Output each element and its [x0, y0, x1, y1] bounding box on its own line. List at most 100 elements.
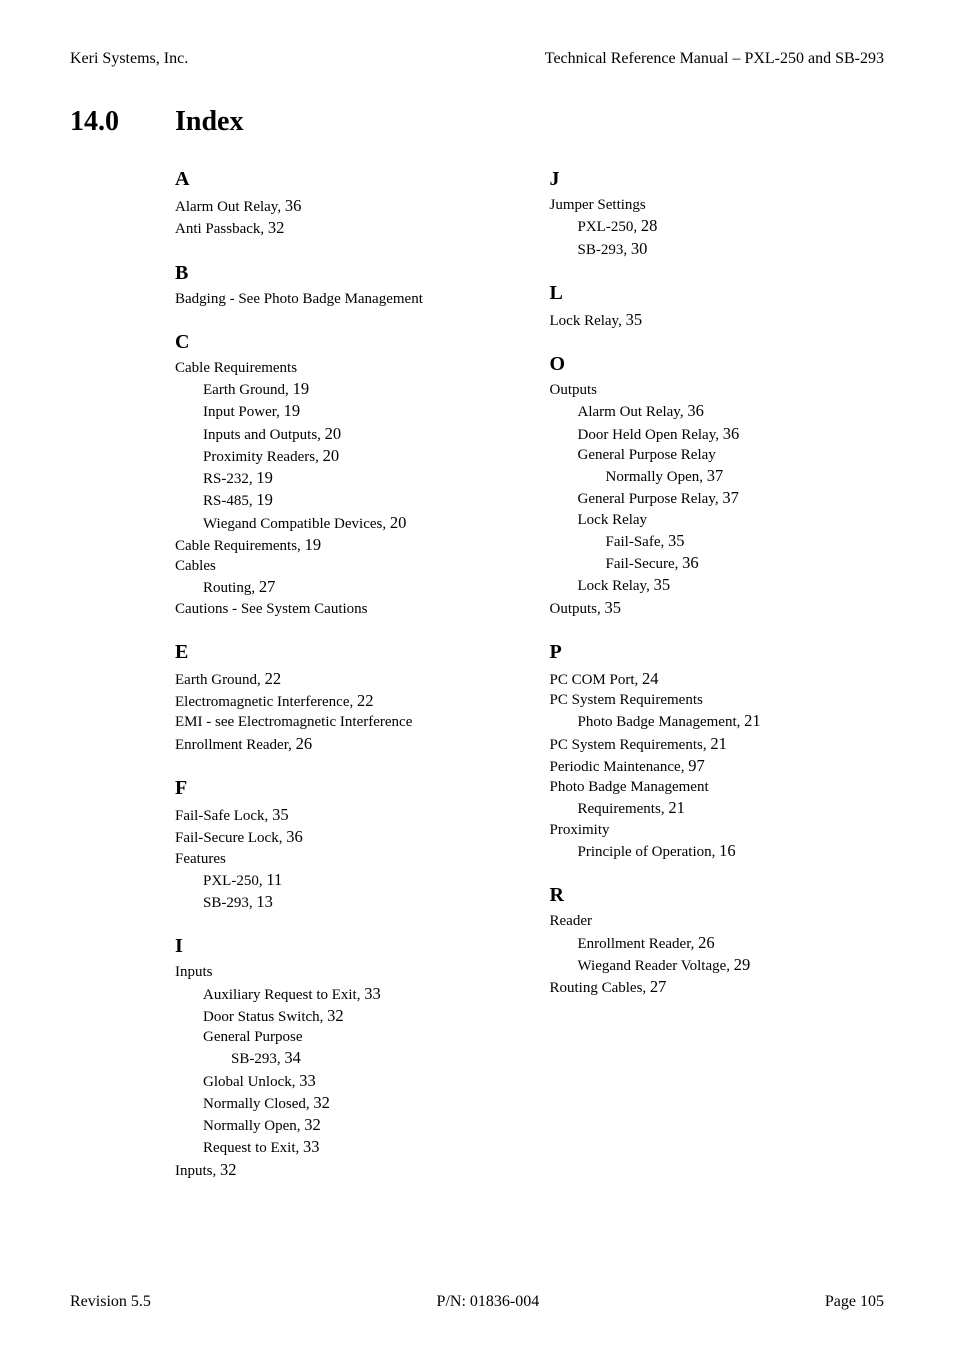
index-letter: E	[175, 641, 510, 664]
index-entry: RS-485, 19	[175, 489, 510, 511]
index-entry-page: 21	[710, 734, 727, 753]
index-entry-text: Requirements,	[578, 801, 669, 817]
index-entry-page: 32	[313, 1093, 330, 1112]
index-letter: J	[550, 168, 885, 191]
index-entry-text: Normally Open,	[606, 469, 707, 485]
index-entry: Routing Cables, 27	[550, 976, 885, 998]
index-entry-text: Jumper Settings	[550, 197, 646, 213]
index-entry-text: PXL-250,	[203, 873, 266, 889]
index-entry-text: General Purpose Relay,	[578, 491, 723, 507]
index-entry-text: Auxiliary Request to Exit,	[203, 987, 364, 1003]
index-entry-text: Photo Badge Management	[550, 779, 709, 795]
index-entry-page: 20	[325, 424, 342, 443]
index-entry-text: SB-293,	[203, 895, 256, 911]
index-entry-page: 19	[256, 468, 273, 487]
index-entry-text: Normally Open,	[203, 1118, 304, 1134]
index-entry-page: 36	[285, 196, 302, 215]
index-entry-page: 22	[265, 669, 282, 688]
index-entry-page: 19	[305, 535, 322, 554]
index-entry: General Purpose Relay	[550, 445, 885, 465]
index-entry-text: RS-485,	[203, 493, 256, 509]
index-entry-page: 28	[641, 216, 658, 235]
index-entry-page: 32	[268, 218, 285, 237]
index-entry: Photo Badge Management	[550, 777, 885, 797]
index-entry-text: Fail-Secure Lock,	[175, 830, 286, 846]
index-entry-text: Badging - See Photo Badge Management	[175, 291, 423, 307]
index-entry-text: Global Unlock,	[203, 1074, 299, 1090]
index-entry-text: Normally Closed,	[203, 1096, 313, 1112]
index-entry-text: Door Status Switch,	[203, 1009, 327, 1025]
index-entry-text: Earth Ground,	[175, 672, 265, 688]
index-letter: P	[550, 641, 885, 664]
index-entry: Lock Relay, 35	[550, 309, 885, 331]
index-entry-page: 21	[668, 798, 685, 817]
index-entry: Wiegand Reader Voltage, 29	[550, 954, 885, 976]
index-entry-page: 19	[256, 490, 273, 509]
index-letter: A	[175, 168, 510, 191]
index-entry-page: 22	[357, 691, 374, 710]
index-entry-page: 32	[327, 1006, 344, 1025]
index-entry-text: Reader	[550, 913, 592, 929]
index-entry: Enrollment Reader, 26	[550, 932, 885, 954]
index-entry: PXL-250, 11	[175, 869, 510, 891]
index-entry: Input Power, 19	[175, 400, 510, 422]
index-entry-text: Cables	[175, 558, 216, 574]
footer-right: Page 105	[825, 1293, 884, 1311]
index-entry-page: 36	[723, 424, 740, 443]
index-entry-text: Wiegand Compatible Devices,	[203, 516, 390, 532]
index-entry-text: Routing Cables,	[550, 980, 650, 996]
index-entry: Inputs, 32	[175, 1159, 510, 1181]
index-entry: Proximity Readers, 20	[175, 445, 510, 467]
section-title: Index	[175, 106, 243, 138]
index-entry-text: Request to Exit,	[203, 1140, 303, 1156]
right-column: JJumper SettingsPXL-250, 28SB-293, 30LLo…	[550, 168, 885, 1181]
index-entry: PC System Requirements	[550, 690, 885, 710]
index-entry: Normally Open, 32	[175, 1114, 510, 1136]
index-entry: Electromagnetic Interference, 22	[175, 690, 510, 712]
footer-center: P/N: 01836-004	[437, 1293, 540, 1311]
index-entry-text: SB-293,	[231, 1051, 284, 1067]
footer: Revision 5.5 P/N: 01836-004 Page 105	[70, 1293, 884, 1311]
index-entry: Lock Relay, 35	[550, 574, 885, 596]
index-entry: Periodic Maintenance, 97	[550, 755, 885, 777]
index-entry: Reader	[550, 911, 885, 931]
index-entry-text: Lock Relay,	[550, 313, 626, 329]
index-entry: Inputs	[175, 962, 510, 982]
index-entry-page: 33	[364, 984, 381, 1003]
index-entry-text: Fail-Secure,	[606, 556, 683, 572]
index-entry-page: 36	[682, 553, 699, 572]
index-entry-text: Earth Ground,	[203, 382, 293, 398]
index-entry: SB-293, 13	[175, 891, 510, 913]
index-entry: Wiegand Compatible Devices, 20	[175, 512, 510, 534]
index-entry-text: Fail-Safe Lock,	[175, 808, 272, 824]
index-columns: AAlarm Out Relay, 36Anti Passback, 32BBa…	[70, 168, 884, 1181]
index-entry-page: 35	[272, 805, 289, 824]
index-entry-page: 13	[256, 892, 273, 911]
index-entry: Proximity	[550, 820, 885, 840]
index-entry-text: Fail-Safe,	[606, 534, 668, 550]
index-entry-page: 16	[719, 841, 736, 860]
index-entry-text: PC COM Port,	[550, 672, 643, 688]
index-entry-text: Inputs and Outputs,	[203, 427, 325, 443]
index-entry-text: PXL-250,	[578, 219, 641, 235]
index-entry-page: 35	[605, 598, 622, 617]
index-entry-text: Periodic Maintenance,	[550, 759, 689, 775]
index-entry-text: Lock Relay,	[578, 578, 654, 594]
index-entry-page: 37	[722, 488, 739, 507]
index-entry-text: PC System Requirements,	[550, 737, 711, 753]
index-entry-page: 27	[259, 577, 276, 596]
index-entry-page: 11	[266, 870, 282, 889]
index-entry: Anti Passback, 32	[175, 217, 510, 239]
index-entry: Fail-Secure Lock, 36	[175, 826, 510, 848]
index-entry-text: General Purpose Relay	[578, 447, 716, 463]
footer-left: Revision 5.5	[70, 1293, 151, 1311]
header: Keri Systems, Inc. Technical Reference M…	[70, 50, 884, 68]
index-entry-page: 20	[323, 446, 340, 465]
index-entry-page: 20	[390, 513, 407, 532]
index-entry-text: Electromagnetic Interference,	[175, 694, 357, 710]
index-entry-text: RS-232,	[203, 471, 256, 487]
index-entry-page: 32	[220, 1160, 237, 1179]
index-entry-text: Inputs,	[175, 1163, 220, 1179]
index-entry: PXL-250, 28	[550, 215, 885, 237]
index-entry: Alarm Out Relay, 36	[175, 195, 510, 217]
